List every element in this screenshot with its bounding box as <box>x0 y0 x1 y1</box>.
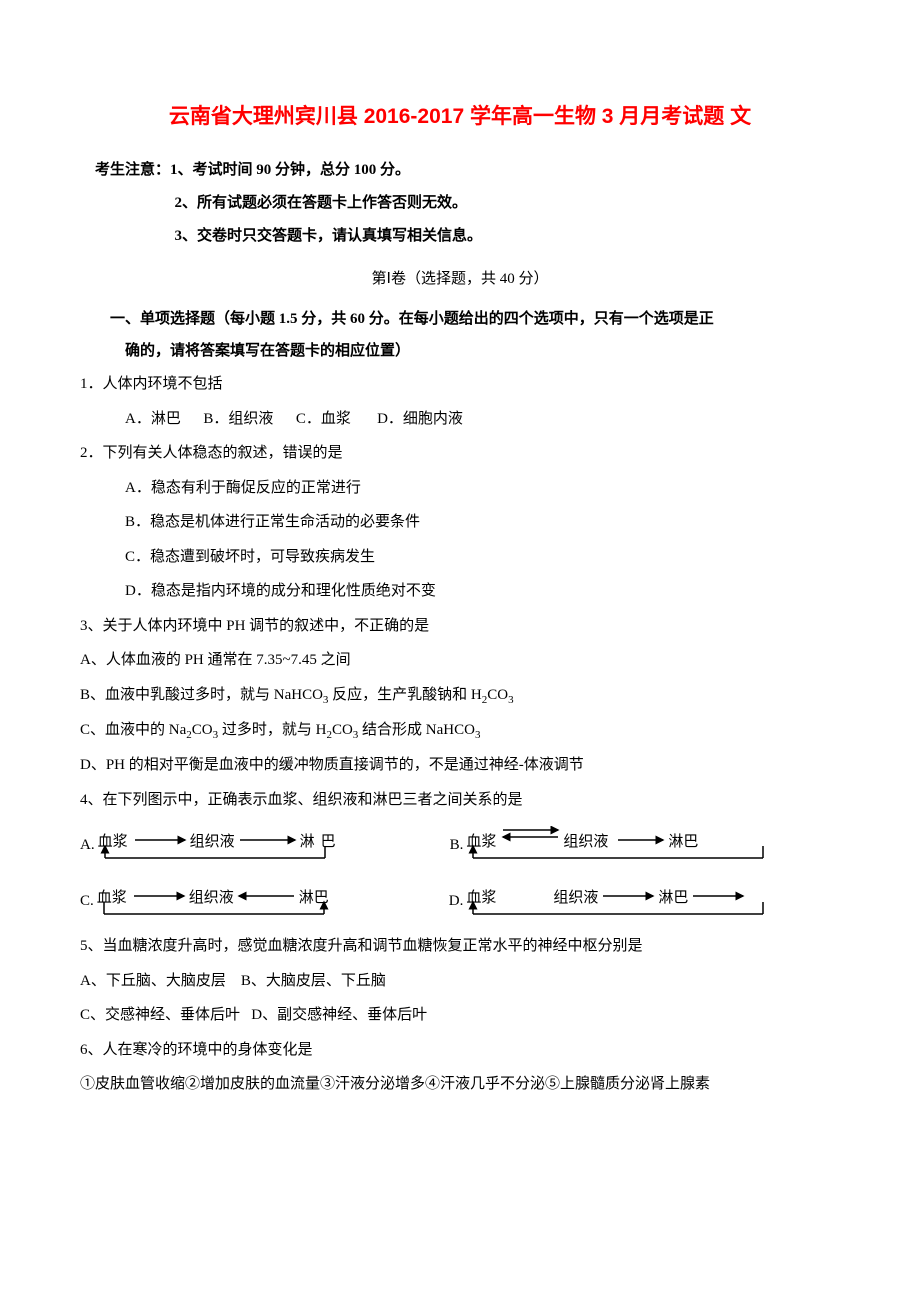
q4-d-diagram <box>463 882 768 920</box>
q2-c: C．稳态遭到破坏时，可导致疾病发生 <box>80 540 840 575</box>
q4-d-l2: 组织液 <box>553 886 598 907</box>
q2-b: B．稳态是机体进行正常生命活动的必要条件 <box>80 505 840 540</box>
instruction-3: 3、交卷时只交答题卡，请认真填写相关信息。 <box>80 220 840 253</box>
q4-row-cd: C. 血浆 组织液 淋巴 D. <box>80 873 840 929</box>
q4-b-l1: 血浆 <box>466 830 496 851</box>
instruction-2: 2、所有试题必须在答题卡上作答否则无效。 <box>80 187 840 220</box>
q4-option-b: B. 血浆 组织液 淋巴 <box>450 826 769 864</box>
q4-stem: 4、在下列图示中，正确表示血浆、组织液和淋巴三者之间关系的是 <box>80 783 840 818</box>
q6-stem: 6、人在寒冷的环境中的身体变化是 <box>80 1033 840 1068</box>
q5-ab: A、下丘脑、大脑皮层 B、大脑皮层、下丘脑 <box>80 964 840 999</box>
q2-a: A．稳态有利于酶促反应的正常进行 <box>80 471 840 506</box>
instructions-block: 考生注意：1、考试时间 90 分钟，总分 100 分。 2、所有试题必须在答题卡… <box>80 154 840 253</box>
q4-row-ab: A. 血浆 组织 <box>80 817 840 873</box>
q5-cd: C、交感神经、垂体后叶 D、副交感神经、垂体后叶 <box>80 998 840 1033</box>
q4-a-l2: 组织液 <box>190 830 235 851</box>
q1-stem: 1．人体内环境不包括 <box>80 367 840 402</box>
q3-c-m4: 结合形成 NaHCO <box>362 722 475 738</box>
q3-c-pre: C、血液中的 Na <box>80 722 186 738</box>
q6-line: ①皮肤血管收缩②增加皮肤的血流量③汗液分泌增多④汗液几乎不分泌⑤上腺髓质分泌肾上… <box>80 1067 840 1102</box>
q4-c-prefix: C. <box>80 893 94 910</box>
q5-stem: 5、当血糖浓度升高时，感觉血糖浓度升高和调节血糖恢复正常水平的神经中枢分别是 <box>80 929 840 964</box>
q4-a-l3: 淋巴 <box>300 830 342 851</box>
q4-option-a: A. 血浆 组织 <box>80 826 390 864</box>
q3-c-sub4: 3 <box>353 729 359 741</box>
q3-b-mid: 反应，生产乳酸钠和 H <box>332 687 482 703</box>
q4-c-l2: 组织液 <box>189 886 234 907</box>
q2-stem: 2．下列有关人体稳态的叙述，错误的是 <box>80 436 840 471</box>
q3-d: D、PH 的相对平衡是血液中的缓冲物质直接调节的，不是通过神经-体液调节 <box>80 748 840 783</box>
q3-c-sub2: 3 <box>213 729 219 741</box>
q3-c-m3: CO <box>332 722 353 738</box>
q3-c-m2: 过多时，就与 H <box>222 722 327 738</box>
section-heading-1: 一、单项选择题（每小题 1.5 分，共 60 分。在每小题给出的四个选项中，只有… <box>80 304 840 336</box>
q4-a-prefix: A. <box>80 837 95 854</box>
q3-c-m1: CO <box>192 722 213 738</box>
q4-d-l1: 血浆 <box>466 886 496 907</box>
q4-d-prefix: D. <box>449 893 464 910</box>
q2-d: D．稳态是指内环境的成分和理化性质绝对不变 <box>80 574 840 609</box>
q4-a-diagram <box>95 826 390 864</box>
q3-b-sub3: 3 <box>508 694 514 706</box>
q4-option-d: D. 血浆 组织液 淋巴 <box>449 882 769 920</box>
q3-b-sub1: 3 <box>323 694 329 706</box>
q3-b-tail: CO <box>487 687 508 703</box>
exam-title: 云南省大理州宾川县 2016-2017 学年高一生物 3 月月考试题 文 <box>80 100 840 130</box>
volume-heading: 第Ⅰ卷（选择题，共 40 分） <box>80 267 840 288</box>
q4-a-l1: 血浆 <box>98 830 128 851</box>
q3-c: C、血液中的 Na2CO3 过多时，就与 H2CO3 结合形成 NaHCO3 <box>80 713 840 748</box>
q4-b-prefix: B. <box>450 837 464 854</box>
q4-d-l3: 淋巴 <box>658 886 688 907</box>
q4-c-l3: 淋巴 <box>299 886 329 907</box>
q3-b: B、血液中乳酸过多时，就与 NaHCO3 反应，生产乳酸钠和 H2CO3 <box>80 678 840 713</box>
section-heading-2: 确的，请将答案填写在答题卡的相应位置） <box>80 336 840 368</box>
q4-c-diagram <box>94 882 389 920</box>
exam-page: 云南省大理州宾川县 2016-2017 学年高一生物 3 月月考试题 文 考生注… <box>0 0 920 1162</box>
q3-c-sub5: 3 <box>475 729 481 741</box>
q4-b-l3: 淋巴 <box>668 830 698 851</box>
q4-b-l2: 组织液 <box>563 830 608 851</box>
q3-a: A、人体血液的 PH 通常在 7.35~7.45 之间 <box>80 643 840 678</box>
q1-options: A．淋巴 B．组织液 C．血浆 D．细胞内液 <box>80 402 840 437</box>
q3-stem: 3、关于人体内环境中 PH 调节的叙述中，不正确的是 <box>80 609 840 644</box>
q4-option-c: C. 血浆 组织液 淋巴 <box>80 882 389 920</box>
q4-b-diagram <box>463 826 768 864</box>
q3-b-pre: B、血液中乳酸过多时，就与 NaHCO <box>80 687 323 703</box>
instruction-1: 考生注意：1、考试时间 90 分钟，总分 100 分。 <box>80 154 840 187</box>
q4-c-l1: 血浆 <box>97 886 127 907</box>
